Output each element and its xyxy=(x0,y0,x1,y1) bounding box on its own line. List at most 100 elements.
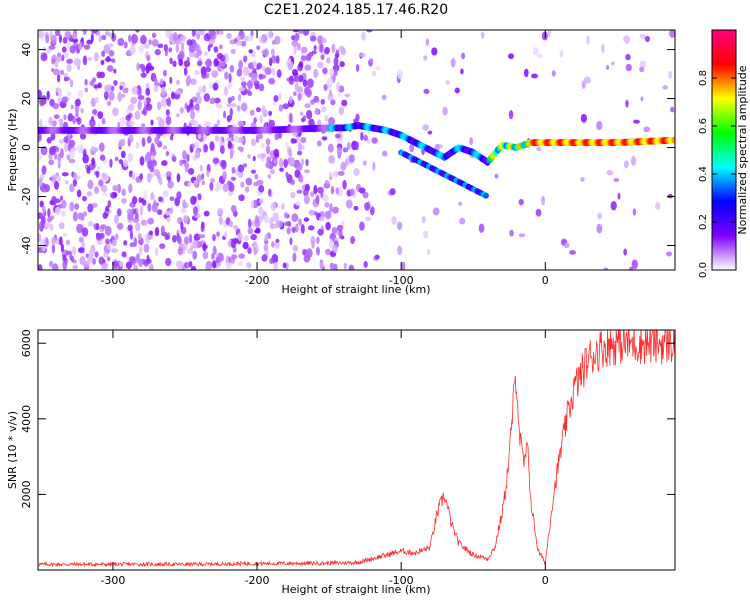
heatmap-noise-cell xyxy=(270,202,277,211)
heatmap-noise-cell xyxy=(140,34,147,45)
heatmap-noise-cell xyxy=(131,172,136,181)
heatmap-noise-cell xyxy=(201,180,205,185)
heatmap-noise-cell xyxy=(93,52,99,62)
heatmap-noise-cell xyxy=(195,148,201,159)
heatmap-noise-cell xyxy=(58,138,65,144)
heatmap-noise-cell xyxy=(107,256,111,262)
heatmap-noise-cell xyxy=(209,97,216,105)
heatmap-noise-cell xyxy=(86,165,91,174)
heatmap-noise-cell xyxy=(273,158,278,165)
heatmap-noise-cell xyxy=(149,165,155,173)
heatmap-noise-cell xyxy=(53,114,60,120)
heatmap-noise-cell xyxy=(354,141,359,151)
heatmap-noise-cell xyxy=(158,118,165,128)
heatmap-noise-cell xyxy=(359,221,365,231)
heatmap-noise-cell xyxy=(38,30,44,39)
heatmap-noise-cell xyxy=(144,234,149,243)
heatmap-noise-cell xyxy=(358,187,366,194)
heatmap-noise-cell xyxy=(41,188,48,193)
heatmap-noise-cell xyxy=(54,152,58,160)
heatmap-noise-cell xyxy=(180,207,187,214)
heatmap-noise-cell xyxy=(71,33,78,40)
heatmap-cells xyxy=(38,30,675,270)
heatmap-noise-cell xyxy=(71,246,77,256)
heatmap-noise-cell xyxy=(87,191,92,196)
heatmap-noise-cell xyxy=(64,31,72,40)
heatmap-noise-cell xyxy=(38,152,42,162)
heatmap-noise-cell xyxy=(276,69,282,78)
heatmap-noise-cell xyxy=(254,173,259,180)
heatmap-noise-cell xyxy=(197,193,202,201)
heatmap-noise-cell xyxy=(83,44,91,50)
heatmap-noise-cell xyxy=(255,107,261,113)
heatmap-noise-cell xyxy=(340,161,347,171)
heatmap-noise-cell xyxy=(161,160,168,167)
heatmap-noise-cell xyxy=(62,37,68,44)
heatmap-noise-cell xyxy=(397,69,403,80)
heatmap-noise-cell xyxy=(100,59,105,66)
heatmap-noise-cell xyxy=(397,245,403,256)
heatmap-noise-cell xyxy=(54,206,61,216)
heatmap-noise-cell xyxy=(362,160,367,166)
heatmap-noise-cell xyxy=(204,51,208,56)
heatmap-noise-cell xyxy=(98,256,105,265)
heatmap-noise-cell xyxy=(187,182,192,187)
heatmap-noise-cell xyxy=(51,174,57,184)
heatmap-noise-cell xyxy=(319,216,324,222)
heatmap-noise-cell xyxy=(320,98,326,105)
heatmap-noise-cell xyxy=(130,96,138,104)
heatmap-noise-cell xyxy=(110,85,115,91)
heatmap-noise-cell xyxy=(425,38,430,46)
heatmap-noise-cell xyxy=(81,241,86,249)
heatmap-noise-cell xyxy=(282,103,290,110)
heatmap-noise-cell xyxy=(353,205,359,211)
heatmap-noise-cell xyxy=(551,70,556,77)
heatmap-noise-cell xyxy=(172,32,178,42)
heatmap-noise-cell xyxy=(126,208,133,215)
heatmap-noise-cell xyxy=(63,52,70,59)
heatmap-noise-cell xyxy=(38,132,42,142)
heatmap-noise-cell xyxy=(105,238,110,245)
heatmap-noise-cell xyxy=(328,155,335,164)
heatmap-noise-cell xyxy=(114,214,119,224)
heatmap-noise-cell xyxy=(205,264,211,270)
heatmap-noise-cell xyxy=(242,66,250,77)
heatmap-noise-cell xyxy=(326,57,331,64)
heatmap-noise-cell xyxy=(176,113,180,118)
heatmap-noise-cell xyxy=(288,60,294,69)
heatmap-noise-cell xyxy=(139,173,144,180)
heatmap-noise-cell xyxy=(284,221,291,227)
heatmap-noise-cell xyxy=(153,85,159,93)
heatmap-noise-cell xyxy=(59,236,63,246)
heatmap-noise-cell xyxy=(73,58,81,67)
heatmap-noise-cell xyxy=(247,91,253,97)
heatmap-noise-cell xyxy=(57,161,61,169)
heatmap-noise-cell xyxy=(237,164,245,173)
heatmap-noise-cell xyxy=(271,55,277,64)
heatmap-noise-cell xyxy=(62,254,67,262)
heatmap-noise-cell xyxy=(79,132,87,140)
heatmap-noise-cell xyxy=(194,103,200,111)
heatmap-noise-cell xyxy=(291,213,299,222)
heatmap-noise-cell xyxy=(54,61,59,68)
heatmap-noise-cell xyxy=(344,93,351,98)
heatmap-noise-cell xyxy=(523,68,529,78)
heatmap-noise-cell xyxy=(339,61,345,68)
heatmap-noise-cell xyxy=(184,162,190,169)
figure-title: C2E1.2024.185.17.46.R20 xyxy=(264,2,448,18)
colorbar: 0.0 0.2 0.4 0.6 0.8 Normalized spectral ampl… xyxy=(698,29,749,278)
heatmap-noise-cell xyxy=(236,35,241,41)
heatmap-noise-cell xyxy=(316,246,320,256)
heatmap-noise-cell xyxy=(191,143,195,149)
heatmap-noise-cell xyxy=(203,93,210,102)
heatmap-noise-cell xyxy=(297,163,303,171)
heatmap-noise-cell xyxy=(133,264,139,270)
colorbar-tick-label: 0.6 xyxy=(698,118,709,134)
heatmap-noise-cell xyxy=(270,241,275,248)
heatmap-noise-cell xyxy=(127,152,134,163)
heatmap-noise-cell xyxy=(256,153,262,159)
heatmap-noise-cell xyxy=(188,233,193,244)
heatmap-noise-cell xyxy=(167,180,174,189)
heatmap-noise-cell xyxy=(231,103,237,108)
heatmap-noise-cell xyxy=(246,261,252,269)
